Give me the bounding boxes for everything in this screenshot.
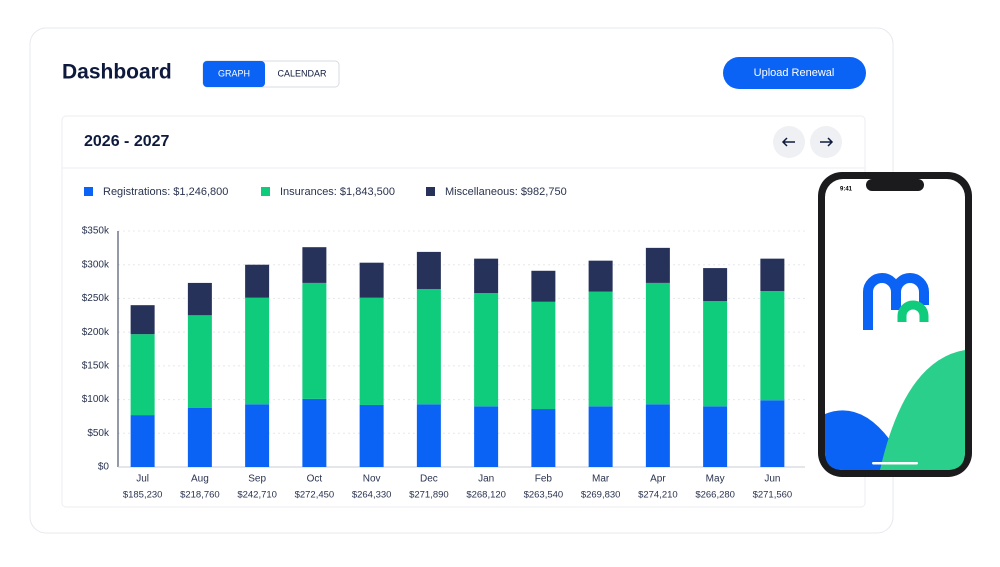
- bar-segment: [760, 400, 785, 467]
- y-tick-label: $100k: [82, 394, 110, 405]
- bar-segment: [588, 291, 613, 407]
- panel: [61, 115, 866, 508]
- y-tick-label: $50k: [87, 428, 110, 439]
- prev-icon: [781, 137, 795, 147]
- tab-active[interactable]: [203, 61, 265, 87]
- category-total: $271,560: [753, 490, 793, 501]
- category-total: $269,830: [581, 490, 621, 501]
- bar-segment: [474, 258, 499, 294]
- bar-segment: [760, 291, 785, 401]
- category-total: $264,330: [352, 490, 392, 501]
- bar-segment: [416, 251, 441, 289]
- legend-label: Insurances: $1,843,500: [280, 186, 395, 198]
- bar-segment: [703, 406, 728, 467]
- category-total: $271,890: [409, 490, 449, 501]
- category-total: $185,230: [123, 490, 163, 501]
- category-total: $242,710: [237, 490, 277, 501]
- x-tick-label: Oct: [307, 474, 323, 485]
- category-total: $218,760: [180, 490, 220, 501]
- bar-segment: [187, 282, 212, 316]
- bar-segment: [130, 334, 155, 416]
- bar-segment: [645, 404, 670, 467]
- upload-button[interactable]: [723, 57, 866, 89]
- bar-segment: [359, 297, 384, 405]
- bar-segment: [588, 406, 613, 467]
- x-tick-label: Jul: [136, 474, 149, 485]
- bar-segment: [302, 282, 327, 399]
- bar-segment: [187, 407, 212, 467]
- bar-segment: [359, 262, 384, 298]
- phone-home-bar: [872, 462, 918, 465]
- legend-swatch: [261, 187, 270, 196]
- bar-segment: [245, 264, 270, 298]
- category-total: $274,210: [638, 490, 678, 501]
- bar-segment: [645, 247, 670, 283]
- legend-label: Miscellaneous: $982,750: [445, 186, 567, 198]
- x-tick-label: Dec: [420, 474, 438, 485]
- tab-graph[interactable]: GRAPH: [218, 68, 250, 78]
- bar-segment: [703, 268, 728, 302]
- phone-wave-green: [880, 350, 965, 470]
- bar-segment: [645, 282, 670, 405]
- legend-swatch: [426, 187, 435, 196]
- bar-segment: [474, 293, 499, 407]
- category-total: $272,450: [295, 490, 335, 501]
- x-tick-label: Aug: [191, 474, 209, 485]
- phone-wave-blue: [825, 410, 900, 470]
- upload-button-label[interactable]: Upload Renewal: [754, 67, 835, 79]
- x-tick-label: Mar: [592, 474, 610, 485]
- bar-segment: [531, 409, 556, 467]
- y-tick-label: $350k: [82, 226, 110, 237]
- bar-segment: [187, 315, 212, 408]
- bar-segment: [416, 404, 441, 467]
- y-tick-label: $0: [98, 462, 110, 473]
- y-tick-label: $200k: [82, 327, 110, 338]
- x-tick-label: Jun: [764, 474, 780, 485]
- next-icon: [820, 137, 834, 147]
- x-tick-label: Nov: [363, 474, 381, 485]
- bar-segment: [531, 270, 556, 302]
- bar-segment: [703, 301, 728, 407]
- bar-segment: [760, 258, 785, 292]
- y-tick-label: $250k: [82, 293, 110, 304]
- x-tick-label: Jan: [478, 474, 494, 485]
- phone-time: 9:41: [840, 187, 853, 193]
- bar-segment: [245, 404, 270, 467]
- x-tick-label: May: [706, 474, 725, 485]
- category-total: $268,120: [466, 490, 506, 501]
- y-tick-label: $150k: [82, 360, 110, 371]
- bar-segment: [130, 305, 155, 335]
- bar-segment: [130, 415, 155, 467]
- bar-segment: [531, 301, 556, 410]
- tab-calendar[interactable]: CALENDAR: [277, 68, 327, 78]
- bar-segment: [302, 247, 327, 283]
- panel-title: 2026 - 2027: [84, 133, 170, 150]
- category-total: $263,540: [524, 490, 564, 501]
- bar-segment: [245, 297, 270, 405]
- x-tick-label: Feb: [535, 474, 553, 485]
- legend-swatch: [84, 187, 93, 196]
- x-tick-label: Sep: [248, 474, 266, 485]
- bar-segment: [359, 404, 384, 467]
- bar-segment: [416, 288, 441, 405]
- category-total: $266,280: [695, 490, 735, 501]
- bar-segment: [588, 260, 613, 292]
- phone-notch: [866, 179, 924, 191]
- phone-logo-green: [897, 300, 929, 322]
- bar-segment: [474, 406, 499, 467]
- y-tick-label: $300k: [82, 259, 110, 270]
- phone: 9:41: [818, 172, 972, 477]
- phone-logo-blue: [863, 273, 929, 330]
- x-tick-label: Apr: [650, 474, 666, 485]
- bar-segment: [302, 398, 327, 467]
- title: Dashboard: [62, 61, 172, 84]
- legend-label: Registrations: $1,246,800: [103, 186, 228, 198]
